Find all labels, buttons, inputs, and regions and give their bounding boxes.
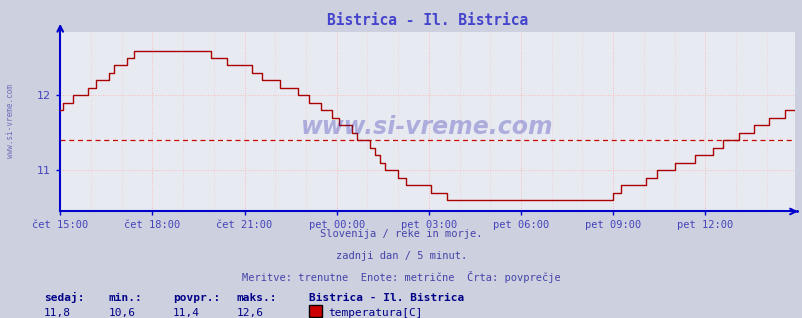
Text: 11,8: 11,8 [44, 308, 71, 318]
Text: 11,4: 11,4 [172, 308, 200, 318]
Text: 12,6: 12,6 [237, 308, 264, 318]
Text: sedaj:: sedaj: [44, 292, 84, 302]
Text: Slovenija / reke in morje.: Slovenija / reke in morje. [320, 229, 482, 239]
Text: Meritve: trenutne  Enote: metrične  Črta: povprečje: Meritve: trenutne Enote: metrične Črta: … [242, 272, 560, 283]
Text: zadnji dan / 5 minut.: zadnji dan / 5 minut. [335, 251, 467, 261]
Text: povpr.:: povpr.: [172, 293, 220, 302]
Text: 10,6: 10,6 [108, 308, 136, 318]
Text: maks.:: maks.: [237, 293, 277, 302]
Text: www.si-vreme.com: www.si-vreme.com [6, 84, 15, 158]
Text: www.si-vreme.com: www.si-vreme.com [301, 115, 553, 139]
Text: min.:: min.: [108, 293, 142, 302]
Text: Bistrica - Il. Bistrica: Bistrica - Il. Bistrica [309, 293, 464, 302]
Title: Bistrica - Il. Bistrica: Bistrica - Il. Bistrica [326, 13, 528, 28]
Text: temperatura[C]: temperatura[C] [328, 308, 423, 318]
